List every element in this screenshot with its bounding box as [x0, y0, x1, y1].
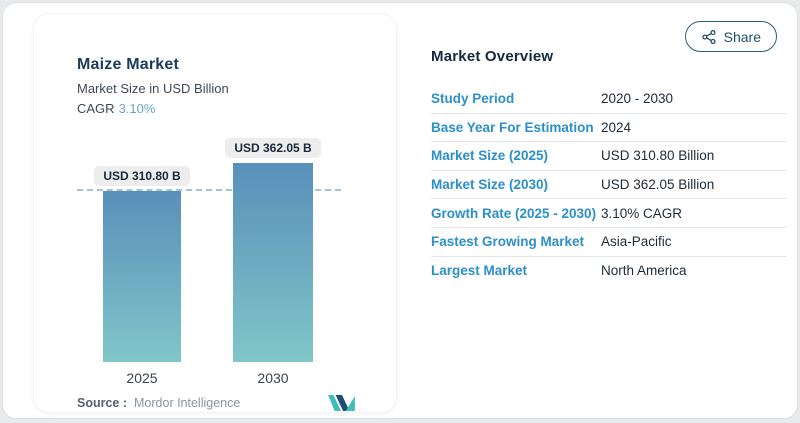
overview-row-market-size-2030: Market Size (2030) USD 362.05 Billion: [431, 171, 787, 200]
source-value: Mordor Intelligence: [134, 396, 241, 410]
overview-heading: Market Overview: [431, 48, 554, 65]
overview-row-market-size-2025: Market Size (2025) USD 310.80 Billion: [431, 142, 787, 171]
chart-title: Maize Market: [77, 56, 179, 73]
source-row: Source : Mordor Intelligence: [77, 395, 355, 411]
row-value: USD 362.05 Billion: [601, 177, 715, 193]
row-value: 2024: [601, 119, 632, 135]
bar-chart: USD 310.80 B USD 362.05 B 2025 2030: [34, 134, 398, 404]
share-button[interactable]: Share: [684, 21, 777, 52]
row-value: USD 310.80 Billion: [601, 148, 715, 164]
row-value: 2020 - 2030: [601, 91, 674, 107]
row-value: North America: [601, 263, 687, 279]
row-label: Market Size (2030): [431, 177, 549, 193]
bar-2030[interactable]: [233, 163, 313, 362]
bar-group-2025: USD 310.80 B: [94, 166, 190, 362]
bar-2025[interactable]: [103, 191, 181, 362]
overview-row-base-year: Base Year For Estimation 2024: [431, 114, 787, 143]
bar-value-label: USD 310.80 B: [94, 166, 190, 186]
bar-group-2030: USD 362.05 B: [225, 138, 321, 362]
share-nodes-icon: [701, 29, 716, 44]
bar-value-label: USD 362.05 B: [225, 138, 321, 158]
chart-subtitle: Market Size in USD Billion: [77, 81, 229, 96]
cagr-value: 3.10%: [118, 101, 156, 116]
row-label: Market Size (2025): [431, 148, 549, 164]
cagr-label: CAGR: [77, 101, 115, 116]
row-label: Fastest Growing Market: [431, 234, 585, 250]
row-value: Asia-Pacific: [601, 234, 672, 250]
share-button-label: Share: [723, 28, 761, 45]
dashed-gridline: [77, 189, 341, 191]
mordor-intelligence-logo-icon: [328, 395, 355, 411]
overview-row-fastest-growing-market: Fastest Growing Market Asia-Pacific: [431, 228, 787, 257]
row-label: Growth Rate (2025 - 2030): [431, 205, 597, 221]
x-axis-label-2025: 2025: [126, 370, 158, 386]
overview-row-largest-market: Largest Market North America: [431, 257, 787, 286]
row-label: Base Year For Estimation: [431, 119, 594, 135]
row-label: Largest Market: [431, 263, 528, 279]
row-value: 3.10% CAGR: [601, 205, 683, 221]
source-label: Source :: [77, 396, 128, 410]
row-label: Study Period: [431, 91, 515, 107]
chart-header: Maize Market Market Size in USD Billion …: [77, 56, 229, 116]
overview-table: Study Period 2020 - 2030 Base Year For E…: [431, 85, 787, 285]
chart-cagr-line: CAGR 3.10%: [77, 101, 229, 116]
overview-row-growth-rate: Growth Rate (2025 - 2030) 3.10% CAGR: [431, 199, 787, 228]
x-axis-label-2030: 2030: [257, 370, 289, 386]
market-chart-card: Maize Market Market Size in USD Billion …: [33, 13, 397, 413]
overview-row-study-period: Study Period 2020 - 2030: [431, 85, 787, 114]
